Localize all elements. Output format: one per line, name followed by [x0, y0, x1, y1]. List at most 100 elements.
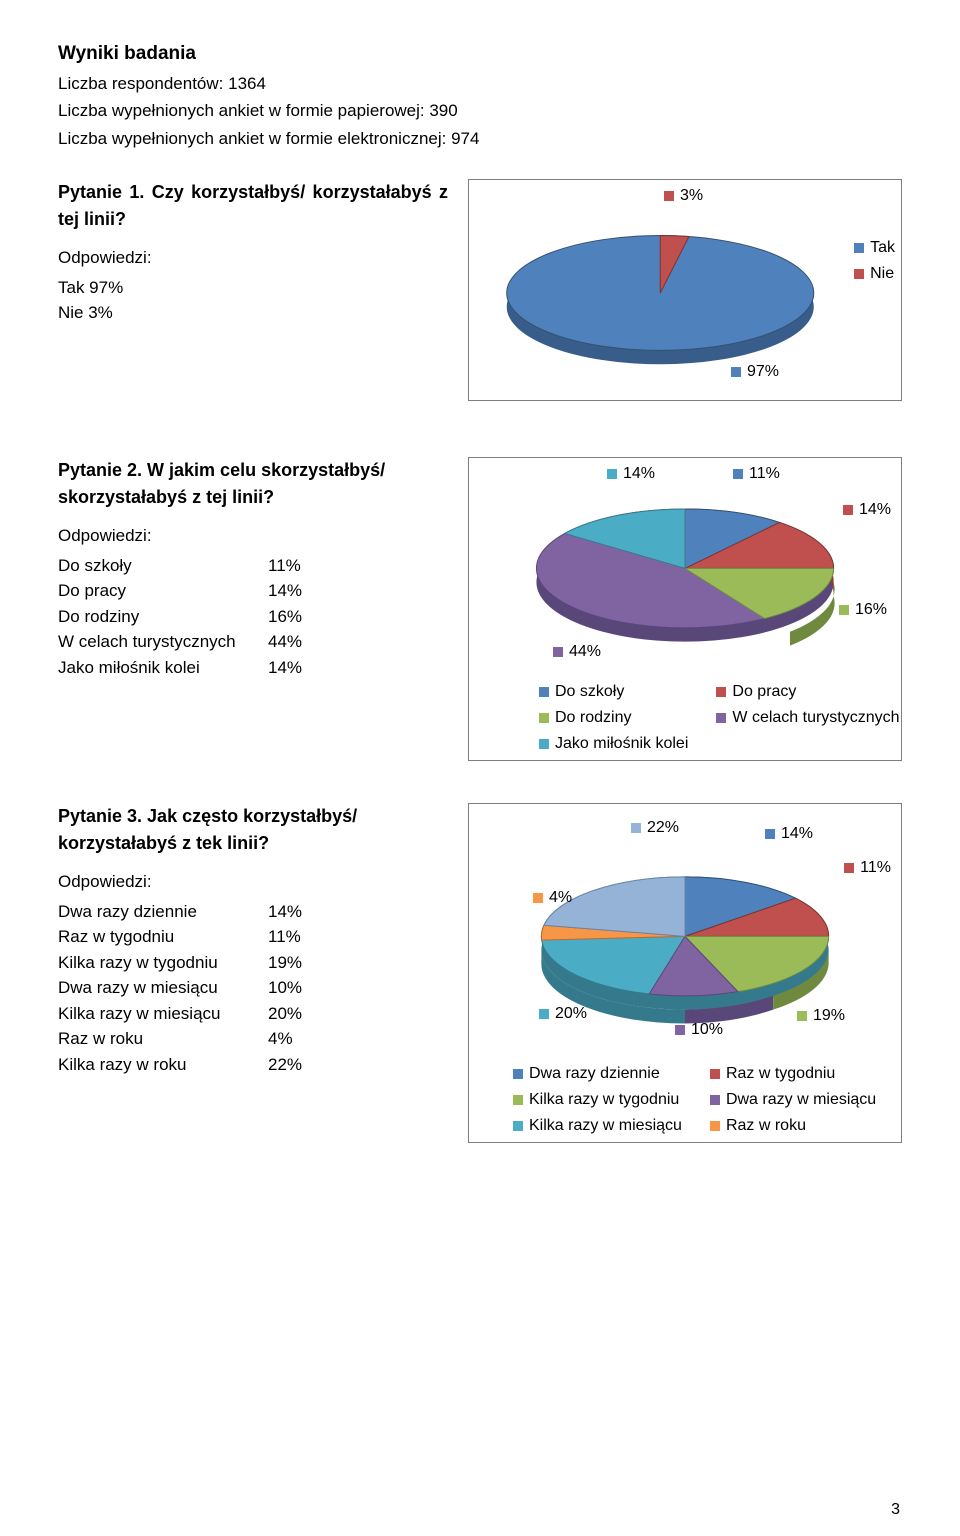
data-label: 10%	[675, 1018, 723, 1042]
data-label-text: 14%	[623, 462, 655, 486]
answer-row: Tak 97%	[58, 275, 448, 301]
legend-label: Tak	[870, 236, 895, 260]
answer-row: Nie 3%	[58, 300, 448, 326]
data-label: 14%	[607, 462, 655, 486]
legend-item: Do pracy	[716, 680, 899, 704]
answer-value: 19%	[268, 950, 328, 976]
answer-value: 4%	[268, 1026, 328, 1052]
data-label-text: 22%	[647, 816, 679, 840]
swatch-icon	[839, 605, 849, 615]
answers-label: Odpowiedzi:	[58, 523, 448, 549]
legend-label: Kilka razy w miesiącu	[529, 1114, 682, 1138]
answer-name: Kilka razy w miesiącu	[58, 1001, 268, 1027]
swatch-icon	[513, 1121, 523, 1131]
question-1-text-col: Pytanie 1. Czy korzystałbyś/ korzystałab…	[58, 179, 448, 326]
swatch-icon	[513, 1069, 523, 1079]
answer-value: 11%	[268, 553, 328, 579]
answer-row: Do szkoły11%	[58, 553, 448, 579]
legend-item: Kilka razy w miesiącu	[513, 1114, 682, 1138]
question-3-answers: Odpowiedzi: Dwa razy dziennie14% Raz w t…	[58, 869, 448, 1077]
swatch-icon	[844, 863, 854, 873]
legend-label: Do pracy	[732, 680, 796, 704]
legend-item: Dwa razy w miesiącu	[710, 1088, 876, 1112]
legend-label: Do szkoły	[555, 680, 624, 704]
answer-name: Dwa razy dziennie	[58, 899, 268, 925]
data-label-text: 11%	[860, 856, 891, 880]
paper-surveys-count: Liczba wypełnionych ankiet w formie papi…	[58, 98, 902, 124]
data-label-text: 3%	[680, 184, 703, 208]
answer-name: Do szkoły	[58, 553, 268, 579]
chart-3: 22% 14% 11% 19% 10% 20% 4% Dwa razy dzie…	[468, 803, 902, 1143]
legend-item: Jako miłośnik kolei	[539, 732, 688, 756]
question-1-answers: Odpowiedzi: Tak 97% Nie 3%	[58, 245, 448, 326]
answer-row: Dwa razy w miesiącu10%	[58, 975, 448, 1001]
answer-name: Kilka razy w roku	[58, 1052, 268, 1078]
legend-label: Raz w tygodniu	[726, 1062, 835, 1086]
answer-row: Kilka razy w roku22%	[58, 1052, 448, 1078]
chart-3-legend: Dwa razy dziennie Kilka razy w tygodniu …	[513, 1062, 876, 1138]
swatch-icon	[797, 1011, 807, 1021]
swatch-icon	[843, 505, 853, 515]
answer-row: Do rodziny16%	[58, 604, 448, 630]
data-label-text: 14%	[781, 822, 813, 846]
answer-row: Raz w tygodniu11%	[58, 924, 448, 950]
answer-value: 14%	[268, 899, 328, 925]
data-label-text: 11%	[749, 462, 780, 486]
answer-row: Do pracy14%	[58, 578, 448, 604]
swatch-icon	[716, 713, 726, 723]
data-label-text: 19%	[813, 1004, 845, 1028]
answer-value: 22%	[268, 1052, 328, 1078]
swatch-icon	[553, 647, 563, 657]
electronic-surveys-count: Liczba wypełnionych ankiet w formie elek…	[58, 126, 902, 152]
legend-item: Do szkoły	[539, 680, 688, 704]
legend-item: Dwa razy dziennie	[513, 1062, 682, 1086]
swatch-icon	[631, 823, 641, 833]
answer-value: 44%	[268, 629, 328, 655]
swatch-icon	[710, 1095, 720, 1105]
pie-chart-1-svg	[477, 186, 893, 394]
respondents-count: Liczba respondentów: 1364	[58, 71, 902, 97]
answer-name: Do rodziny	[58, 604, 268, 630]
data-label: 3%	[664, 184, 703, 208]
data-label: 11%	[733, 462, 780, 486]
legend-label: Dwa razy dziennie	[529, 1062, 660, 1086]
data-label-text: 97%	[747, 360, 779, 384]
swatch-icon	[533, 893, 543, 903]
swatch-icon	[716, 687, 726, 697]
data-label-text: 44%	[569, 640, 601, 664]
chart-1: 3% 97% Tak Nie	[468, 179, 902, 401]
answer-name: Do pracy	[58, 578, 268, 604]
answer-name: W celach turystycznych	[58, 629, 268, 655]
swatch-icon	[539, 739, 549, 749]
legend-item: Raz w tygodniu	[710, 1062, 876, 1086]
data-label-text: 16%	[855, 598, 887, 622]
swatch-icon	[539, 687, 549, 697]
swatch-icon	[607, 469, 617, 479]
question-3-text: Pytanie 3. Jak często korzystałbyś/ korz…	[58, 803, 448, 857]
data-label: 14%	[765, 822, 813, 846]
legend-item: W celach turystycznych	[716, 706, 899, 730]
chart-2-legend: Do szkoły Do rodziny Jako miłośnik kolei…	[539, 680, 900, 756]
question-2: Pytanie 2. W jakim celu skorzystałbyś/ s…	[58, 457, 902, 761]
data-label: 97%	[731, 360, 779, 384]
chart-2: 14% 11% 14% 16% 44% Do szkoły Do rodziny…	[468, 457, 902, 761]
answer-value: 14%	[268, 578, 328, 604]
swatch-icon	[733, 469, 743, 479]
question-1: Pytanie 1. Czy korzystałbyś/ korzystałab…	[58, 179, 902, 401]
swatch-icon	[854, 269, 864, 279]
data-label-text: 20%	[555, 1002, 587, 1026]
legend-label: W celach turystycznych	[732, 706, 899, 730]
data-label: 19%	[797, 1004, 845, 1028]
answers-label: Odpowiedzi:	[58, 245, 448, 271]
answer-row: Kilka razy w tygodniu19%	[58, 950, 448, 976]
legend-label: Raz w roku	[726, 1114, 806, 1138]
legend-item: Nie	[854, 262, 895, 286]
data-label: 11%	[844, 856, 891, 880]
swatch-icon	[710, 1069, 720, 1079]
question-2-text: Pytanie 2. W jakim celu skorzystałbyś/ s…	[58, 457, 448, 511]
swatch-icon	[854, 243, 864, 253]
page-number: 3	[891, 1498, 900, 1522]
answer-value: 14%	[268, 655, 328, 681]
data-label: 22%	[631, 816, 679, 840]
legend-label: Kilka razy w tygodniu	[529, 1088, 679, 1112]
